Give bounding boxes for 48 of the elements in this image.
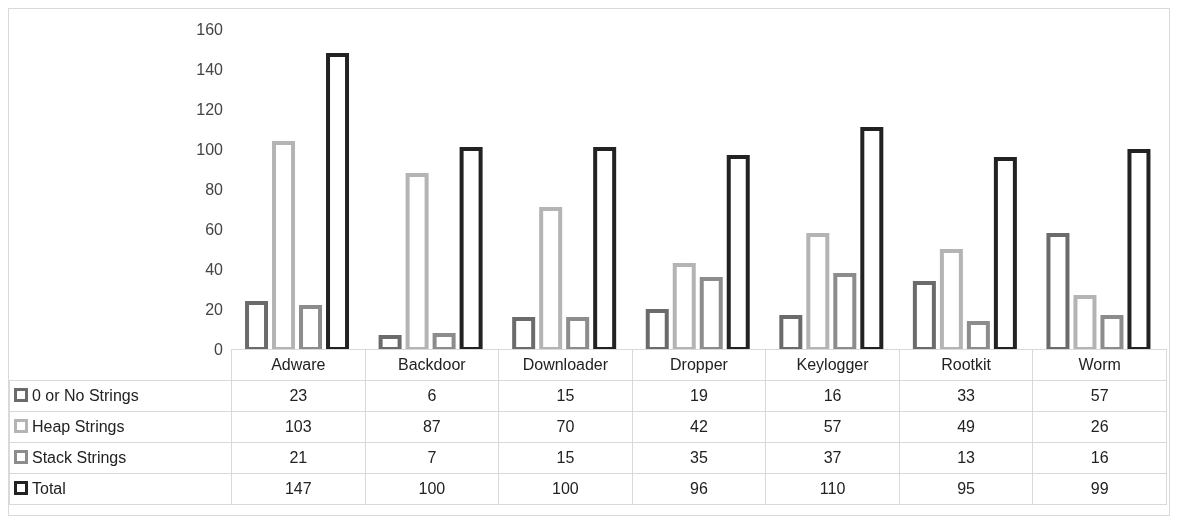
data-label: 103: [231, 411, 366, 443]
data-label: 100: [365, 473, 499, 505]
data-label: 110: [765, 473, 900, 505]
data-label: 35: [632, 442, 766, 474]
data-label: 37: [765, 442, 900, 474]
x-tick-label: Dropper: [632, 349, 766, 381]
data-label: 95: [899, 473, 1033, 505]
data-label: 49: [899, 411, 1033, 443]
data-label: 99: [1032, 473, 1167, 505]
data-label: 15: [498, 380, 633, 412]
data-label: 57: [1032, 380, 1167, 412]
data-label: 87: [365, 411, 499, 443]
y-tick-label: 40: [205, 260, 224, 278]
data-label: 96: [632, 473, 766, 505]
y-tick-label: 160: [196, 20, 224, 38]
data-label: 7: [365, 442, 499, 474]
x-tick-label: Rootkit: [899, 349, 1033, 381]
data-label: 6: [365, 380, 499, 412]
y-tick-label: 140: [196, 60, 224, 78]
legend-label: Total: [9, 473, 232, 505]
data-label: 42: [632, 411, 766, 443]
y-tick-label: 80: [205, 180, 224, 198]
data-label: 15: [498, 442, 633, 474]
data-label: 26: [1032, 411, 1167, 443]
y-tick-label: 60: [205, 220, 224, 238]
data-label: 16: [765, 380, 900, 412]
x-tick-label: Worm: [1032, 349, 1167, 381]
data-label: 100: [498, 473, 633, 505]
legend-label: Heap Strings: [9, 411, 232, 443]
y-tick-label: 0: [214, 340, 224, 358]
x-tick-label: Keylogger: [765, 349, 900, 381]
data-label: 16: [1032, 442, 1167, 474]
data-label: 23: [231, 380, 366, 412]
y-tick-label: 100: [196, 140, 224, 158]
x-tick-label: Downloader: [498, 349, 633, 381]
data-label: 19: [632, 380, 766, 412]
legend-label: 0 or No Strings: [9, 380, 232, 412]
x-tick-label: Backdoor: [365, 349, 499, 381]
data-label: 57: [765, 411, 900, 443]
data-label: 13: [899, 442, 1033, 474]
data-label: 147: [231, 473, 366, 505]
data-label: 21: [231, 442, 366, 474]
data-label: 33: [899, 380, 1033, 412]
data-label: 70: [498, 411, 633, 443]
legend-label: Stack Strings: [9, 442, 232, 474]
x-tick-label: Adware: [231, 349, 366, 381]
y-tick-label: 120: [196, 100, 224, 118]
y-tick-label: 20: [205, 300, 224, 318]
